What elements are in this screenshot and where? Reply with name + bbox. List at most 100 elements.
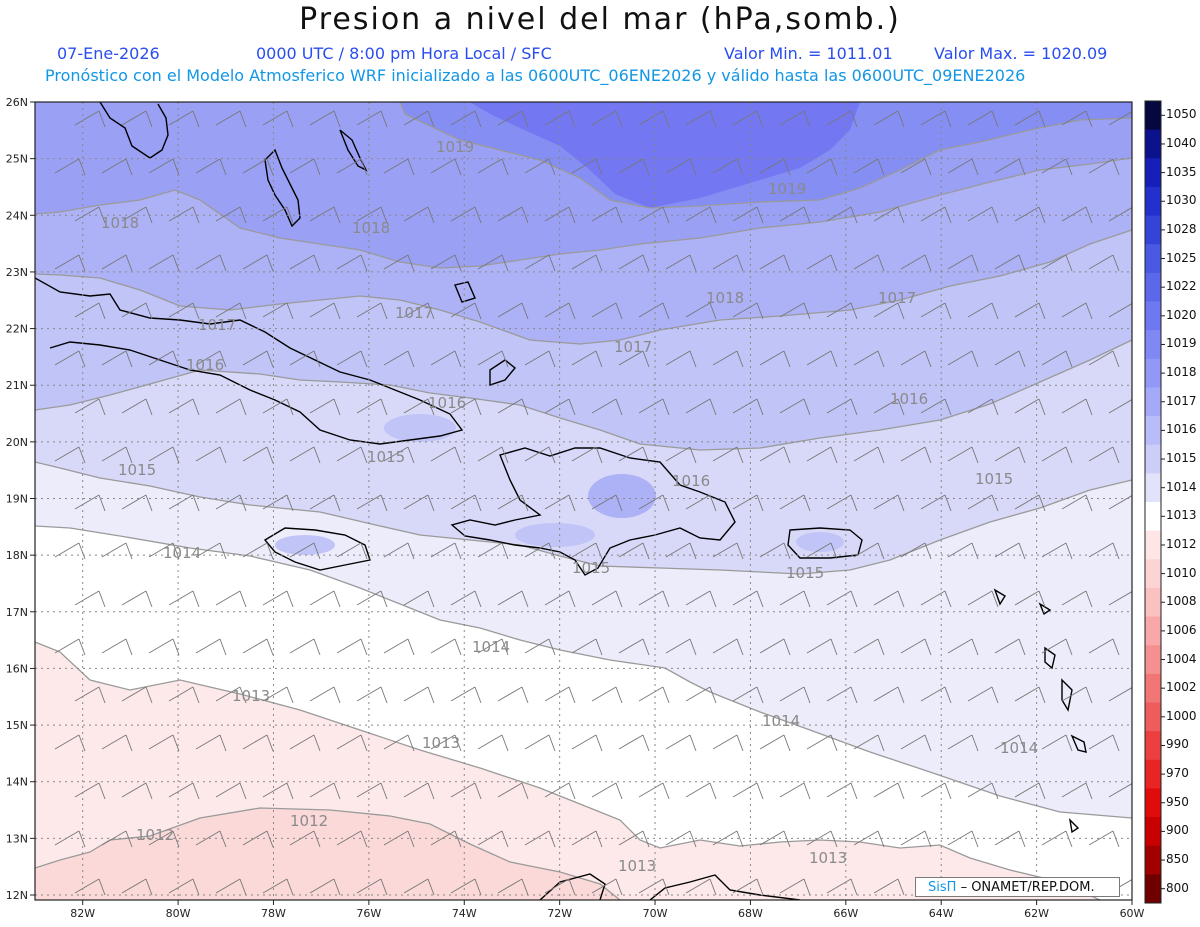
- wind-barb: [74, 782, 106, 800]
- wind-barb: [806, 446, 838, 464]
- wind-barb: [1014, 302, 1046, 320]
- lon-label: 66W: [833, 907, 858, 920]
- wind-barb: [1014, 110, 1046, 128]
- wind-barb: [1041, 254, 1073, 272]
- wind-barb: [450, 782, 482, 800]
- wind-barb: [148, 158, 180, 176]
- wind-barb: [1061, 110, 1093, 128]
- wind-barb: [356, 782, 388, 800]
- colorbar-swatch: [1145, 845, 1161, 875]
- wind-barb: [1061, 590, 1093, 608]
- wind-barb: [309, 590, 341, 608]
- wind-barb: [900, 446, 932, 464]
- wind-barb: [685, 686, 717, 704]
- wind-barb: [54, 638, 86, 656]
- wind-barb: [148, 734, 180, 752]
- wind-barb: [806, 254, 838, 272]
- wind-barb: [101, 638, 133, 656]
- wind-barb: [591, 398, 623, 416]
- wind-barb: [168, 878, 200, 896]
- wind-barb: [54, 254, 86, 272]
- wind-barb: [900, 254, 932, 272]
- contour-label: 1012: [290, 812, 328, 830]
- wind-barb: [779, 206, 811, 224]
- wind-barb: [544, 782, 576, 800]
- wind-barb: [853, 254, 885, 272]
- wind-barb: [638, 398, 670, 416]
- wind-barb: [1014, 398, 1046, 416]
- wind-barb: [168, 110, 200, 128]
- wind-barb: [430, 254, 462, 272]
- island-high-1: [588, 474, 656, 518]
- colorbar-swatch: [1145, 702, 1161, 732]
- wind-barb: [148, 638, 180, 656]
- wind-barb: [618, 638, 650, 656]
- wind-barb: [685, 302, 717, 320]
- wind-barb: [712, 638, 744, 656]
- wind-barb: [1088, 350, 1120, 368]
- wind-barb: [1041, 446, 1073, 464]
- wind-barb: [1061, 686, 1093, 704]
- wind-barb: [101, 254, 133, 272]
- contour-label: 1016: [428, 394, 466, 412]
- lat-label: 26N: [6, 96, 28, 109]
- colorbar-swatch: [1145, 759, 1161, 789]
- wind-barb: [101, 446, 133, 464]
- wind-barb: [1061, 782, 1093, 800]
- contour-label: 1013: [422, 734, 460, 752]
- wind-barb: [383, 446, 415, 464]
- wind-barb: [638, 110, 670, 128]
- island-high-3: [796, 532, 844, 552]
- lon-label: 62W: [1024, 907, 1049, 920]
- colorbar-swatch: [1145, 129, 1161, 159]
- coast-venezuela: [649, 874, 801, 900]
- wind-barb: [779, 686, 811, 704]
- wind-barb: [74, 302, 106, 320]
- wind-barb: [497, 110, 529, 128]
- wind-barb: [524, 254, 556, 272]
- wind-barb: [215, 302, 247, 320]
- wind-barb: [289, 158, 321, 176]
- band-1011: [35, 808, 620, 900]
- wind-barb: [994, 254, 1026, 272]
- wind-barb: [826, 782, 858, 800]
- wind-barb: [524, 734, 556, 752]
- wind-barb: [450, 110, 482, 128]
- wind-barb: [920, 110, 952, 128]
- wind-barb: [779, 878, 811, 896]
- wind-barb: [309, 878, 341, 896]
- wind-barb: [168, 782, 200, 800]
- colorbar-swatch: [1145, 215, 1161, 245]
- wind-barb: [450, 494, 482, 512]
- wind-barb: [806, 734, 838, 752]
- colorbar-swatch: [1145, 101, 1161, 131]
- wind-barb: [638, 878, 670, 896]
- wind-barb: [967, 110, 999, 128]
- wind-barb: [826, 494, 858, 512]
- lat-label: 20N: [6, 436, 28, 449]
- wind-barb: [54, 446, 86, 464]
- wind-barb: [665, 158, 697, 176]
- colorbar-level-label: 1019: [1166, 336, 1197, 351]
- wind-barb: [1108, 783, 1132, 798]
- contour-label: 1015: [572, 559, 610, 577]
- wind-barb: [215, 782, 247, 800]
- wind-barb: [195, 254, 227, 272]
- wind-barb: [591, 782, 623, 800]
- sisp-logo-text: SisΠ: [928, 880, 957, 895]
- wind-barb: [732, 782, 764, 800]
- wind-barb: [638, 302, 670, 320]
- wind-barb: [967, 398, 999, 416]
- lon-label: 60W: [1120, 907, 1145, 920]
- wind-barb: [215, 110, 247, 128]
- wind-barb: [900, 734, 932, 752]
- wind-barb: [732, 590, 764, 608]
- wind-barb: [544, 398, 576, 416]
- wind-barb: [779, 398, 811, 416]
- lat-label: 14N: [6, 776, 28, 789]
- wind-barb: [826, 398, 858, 416]
- wind-barb: [524, 446, 556, 464]
- wind-barb: [920, 782, 952, 800]
- wind-barb: [947, 446, 979, 464]
- colorbar: [1144, 100, 1165, 904]
